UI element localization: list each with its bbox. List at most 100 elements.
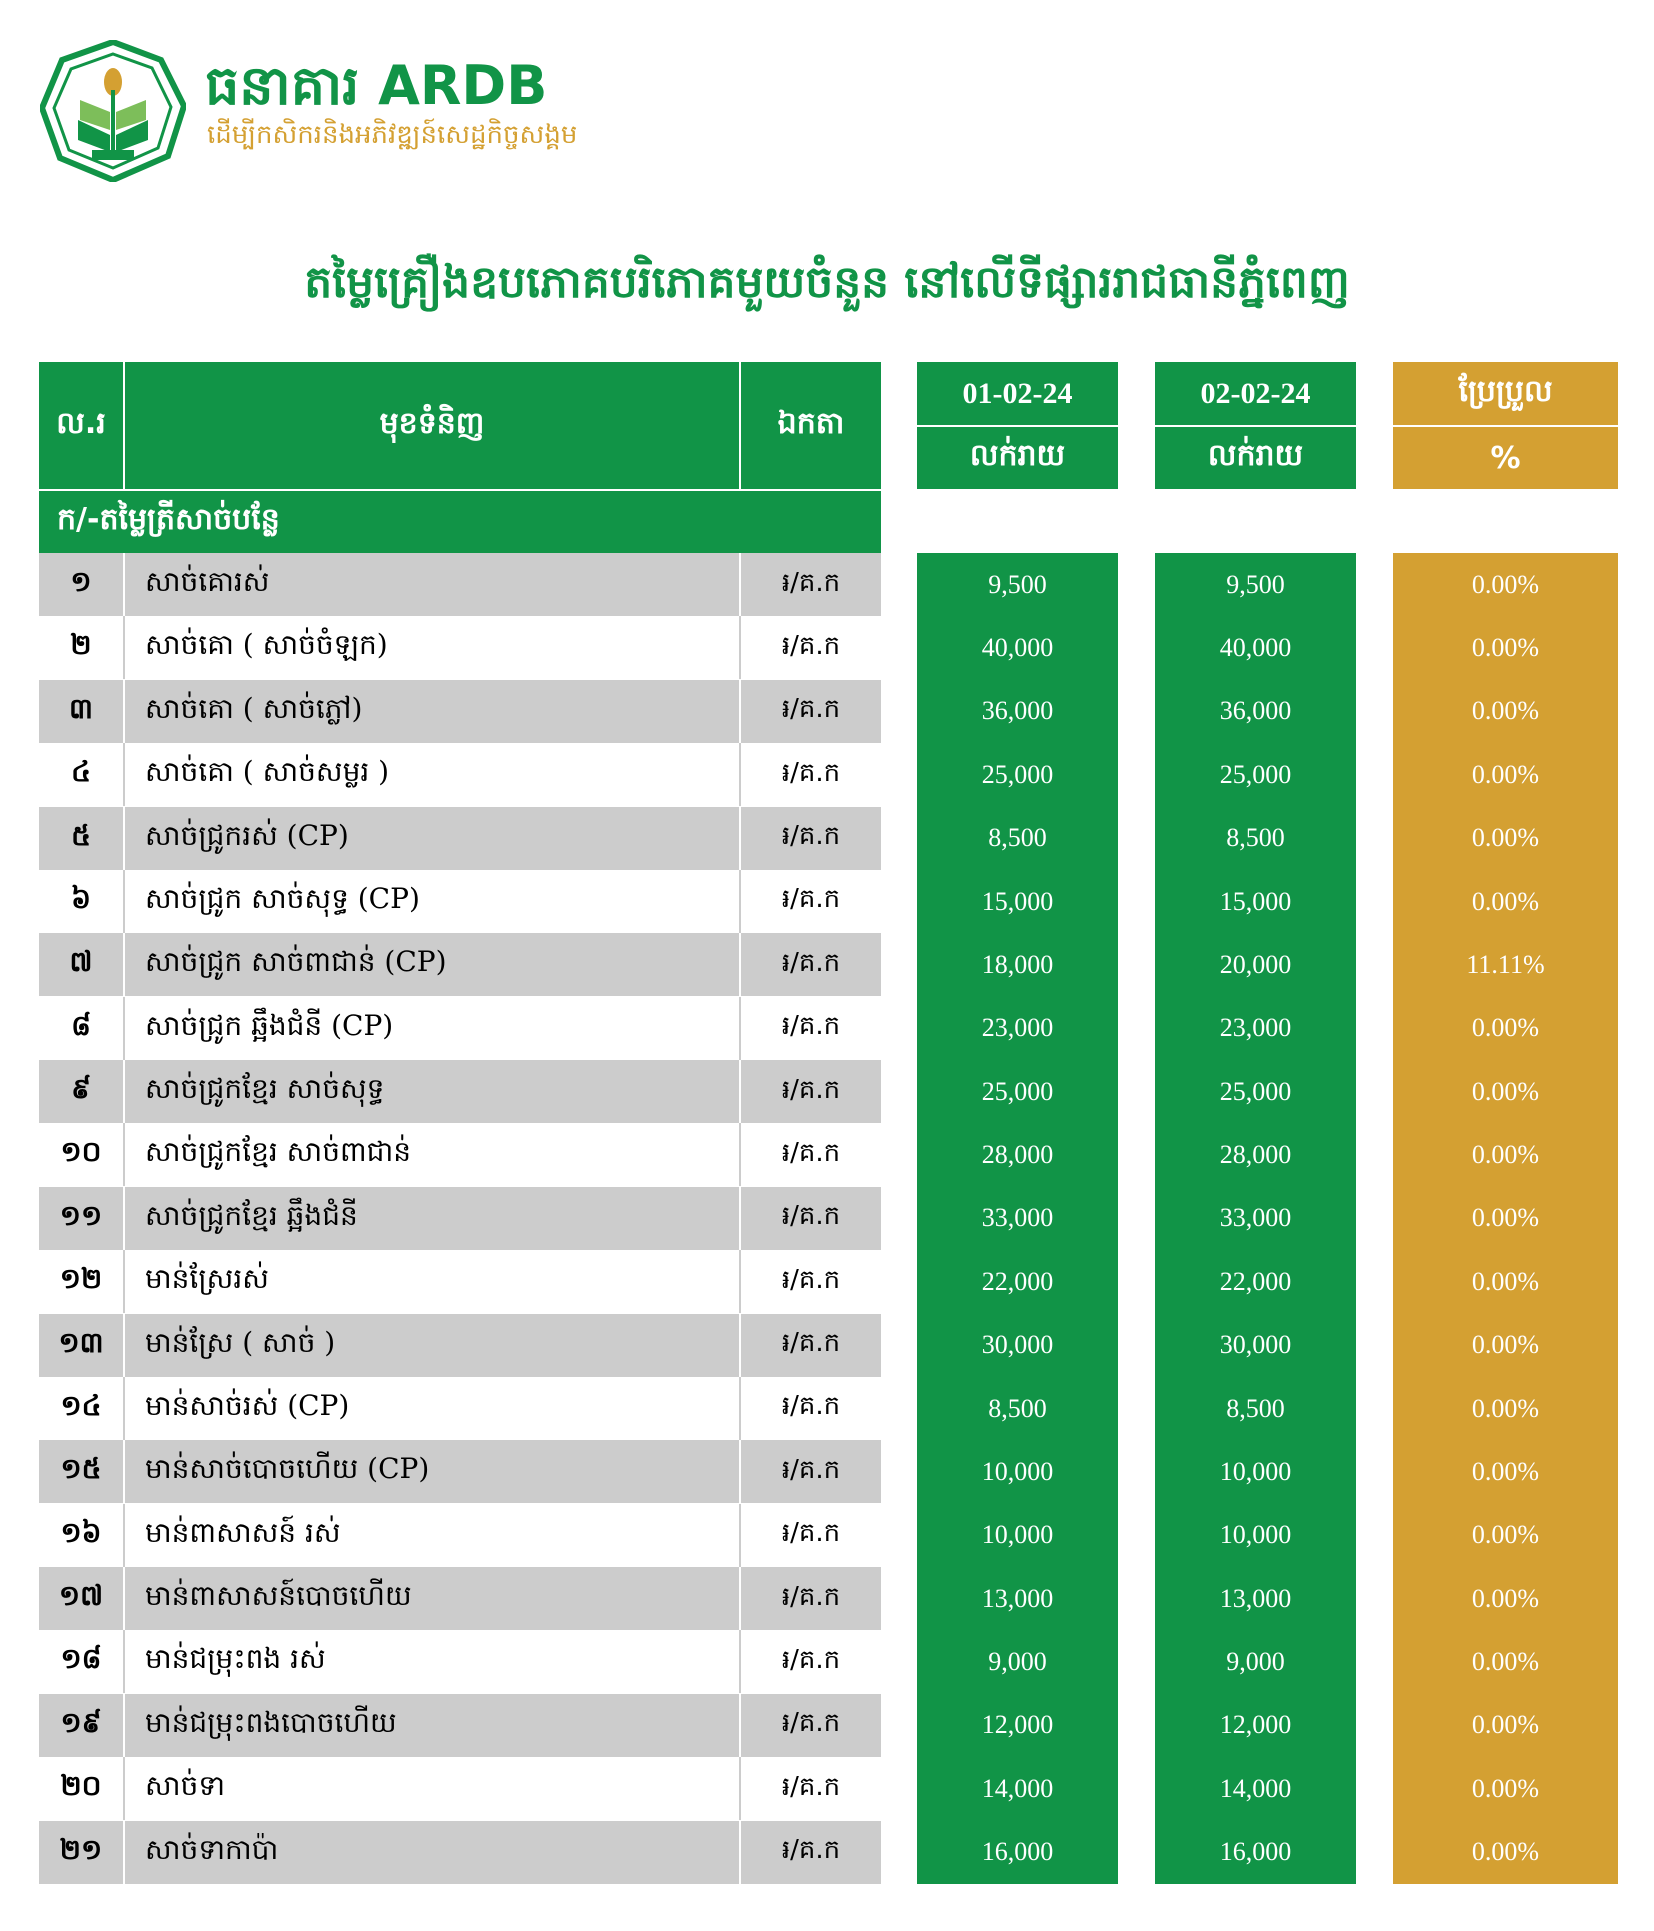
item-unit: ៛/គ.ក — [781, 1264, 841, 1295]
row-number: ៧ — [39, 933, 125, 997]
price-date1: 40,000 — [981, 633, 1054, 663]
price-date1: 15,000 — [981, 886, 1054, 916]
header-pct: % — [1393, 427, 1618, 489]
item-name: សាច់ទា — [125, 1757, 741, 1821]
item-name: សាច់គោ ( សាច់ភ្លៅ) — [125, 679, 741, 743]
price-date2: 28,000 — [1219, 1140, 1292, 1170]
table-row: ១២ មាន់ស្រែរស់ ៛/គ.ក — [39, 1250, 881, 1314]
item-name: មាន់ស្រែរស់ — [125, 1250, 741, 1314]
brand-slogan: ដើម្បីកសិករនិងអភិវឌ្ឍន៍សេដ្ឋកិច្ចសង្គម — [207, 120, 578, 150]
item-unit: ៛/គ.ក — [781, 1518, 841, 1549]
price-change: 0.00% — [1471, 1140, 1540, 1170]
item-name: សាច់ទាកាប៉ា — [125, 1820, 741, 1884]
price-date1: 16,000 — [981, 1837, 1054, 1867]
price-change: 11.11% — [1466, 949, 1545, 979]
price-date1: 10,000 — [981, 1520, 1054, 1550]
price-change: 0.00% — [1471, 1393, 1540, 1423]
table-row: ១៩ មាន់ជម្រុះពងបោចហើយ ៛/គ.ក — [39, 1693, 881, 1757]
item-unit: ៛/គ.ក — [781, 1137, 841, 1168]
price-date2: 23,000 — [1219, 1013, 1292, 1043]
price-date2: 13,000 — [1219, 1583, 1292, 1613]
table-row: ១៣ មាន់ស្រែ ( សាច់ ) ៛/គ.ក — [39, 1313, 881, 1377]
price-change: 0.00% — [1471, 633, 1540, 663]
table-row: ១៨ មាន់ជម្រុះពង រស់ ៛/គ.ក — [39, 1630, 881, 1694]
price-date1: 22,000 — [981, 1266, 1054, 1296]
row-number: ៣ — [39, 679, 125, 743]
price-column-date2: 9,500 40,000 36,000 25,000 8,500 15,000 20,000… — [1155, 553, 1356, 1884]
item-unit: ៛/គ.ក — [781, 567, 841, 598]
price-date1: 36,000 — [981, 696, 1054, 726]
price-date1: 13,000 — [981, 1583, 1054, 1613]
price-date2: 9,000 — [1226, 1647, 1285, 1677]
item-unit: ៛/គ.ក — [781, 757, 841, 788]
price-date2: 14,000 — [1219, 1773, 1292, 1803]
price-change: 0.00% — [1471, 1013, 1540, 1043]
section-heading: ក/-តម្លៃត្រីសាច់បន្លែ — [39, 491, 881, 553]
price-change: 0.00% — [1471, 1837, 1540, 1867]
price-date1: 10,000 — [981, 1456, 1054, 1486]
header-item: មុខទំនិញ — [125, 362, 741, 489]
table-row: ៦សាច់ជ្រូក សាច់សុទ្ធ (CP) ៛/គ.ក — [39, 869, 881, 933]
row-number: ១ — [39, 553, 125, 616]
item-name: សាច់ជ្រូករស់ (CP) — [125, 806, 741, 870]
price-date2: 8,500 — [1226, 1393, 1285, 1423]
item-name: សាច់គោ ( សាច់សម្លរ ) — [125, 743, 741, 807]
item-unit: ៛/គ.ក — [781, 1328, 841, 1359]
price-change: 0.00% — [1471, 569, 1540, 599]
price-date2: 36,000 — [1219, 696, 1292, 726]
price-date1: 30,000 — [981, 1330, 1054, 1360]
price-change: 0.00% — [1471, 1266, 1540, 1296]
price-change: 0.00% — [1471, 1456, 1540, 1486]
header-date2: 02-02-24 — [1155, 362, 1356, 425]
price-change: 0.00% — [1471, 1076, 1540, 1106]
item-name: សាច់ជ្រូក សាច់សុទ្ធ (CP) — [125, 869, 741, 933]
price-change: 0.00% — [1471, 759, 1540, 789]
item-unit: ៛/គ.ក — [781, 1581, 841, 1612]
item-unit: ៛/គ.ក — [781, 821, 841, 852]
table-row: ២សាច់គោ ( សាច់ចំឡក) ៛/គ.ក — [39, 616, 881, 680]
item-unit: ៛/គ.ក — [781, 1644, 841, 1675]
price-date2: 20,000 — [1219, 949, 1292, 979]
item-name: មាន់ពាសាសន៍បោចហើយ — [125, 1567, 741, 1631]
header-price1: លក់រាយ — [917, 427, 1118, 489]
price-date2: 40,000 — [1219, 633, 1292, 663]
item-unit: ៛/គ.ក — [781, 1074, 841, 1105]
row-number: ២១ — [39, 1820, 125, 1884]
brand-name: ធនាគារ ARDB — [205, 54, 548, 117]
item-name: សាច់ជ្រូក សាច់ពាជាន់ (CP) — [125, 933, 741, 997]
price-date1: 8,500 — [988, 1393, 1047, 1423]
price-date1: 33,000 — [981, 1203, 1054, 1233]
item-unit: ៛/គ.ក — [781, 1391, 841, 1422]
header-no: ល.រ — [39, 362, 125, 489]
price-change: 0.00% — [1471, 1647, 1540, 1677]
row-number: ១២ — [39, 1250, 125, 1314]
price-column-date1: 9,500 40,000 36,000 25,000 8,500 15,000 18,000… — [917, 553, 1118, 1884]
item-name: មាន់ពាសាសន៍ រស់ — [125, 1503, 741, 1567]
table-row: ៣សាច់គោ ( សាច់ភ្លៅ) ៛/គ.ក — [39, 679, 881, 743]
item-unit: ៛/គ.ក — [781, 1201, 841, 1232]
item-name: សាច់គោ ( សាច់ចំឡក) — [125, 616, 741, 680]
row-number: ១៥ — [39, 1440, 125, 1504]
item-unit: ៛/គ.ក — [781, 1835, 841, 1866]
table-row: ២១ សាច់ទាកាប៉ា ៛/គ.ក — [39, 1820, 881, 1884]
row-number: ២ — [39, 616, 125, 680]
item-unit: ៛/គ.ក — [781, 947, 841, 978]
row-number: ៨ — [39, 996, 125, 1060]
row-number: ១៨ — [39, 1630, 125, 1694]
item-name: សាច់ជ្រូក ឆ្អឹងជំនី (CP) — [125, 996, 741, 1060]
price-date2: 22,000 — [1219, 1266, 1292, 1296]
table-row: ១០ សាច់ជ្រូកខ្មែរ សាច់ពាជាន់ ៛/គ.ក — [39, 1123, 881, 1187]
price-change: 0.00% — [1471, 696, 1540, 726]
row-number: ១៧ — [39, 1567, 125, 1631]
item-name: មាន់ស្រែ ( សាច់ ) — [125, 1313, 741, 1377]
price-date1: 9,000 — [988, 1647, 1047, 1677]
price-change: 0.00% — [1471, 1773, 1540, 1803]
row-number: ១៤ — [39, 1376, 125, 1440]
price-date1: 12,000 — [981, 1710, 1054, 1740]
price-change: 0.00% — [1471, 1330, 1540, 1360]
change-column: 0.00% 0.00% 0.00% 0.00% 0.00% 0.00% 11.11% 0.00… — [1393, 553, 1618, 1884]
row-number: ៦ — [39, 869, 125, 933]
price-date1: 25,000 — [981, 759, 1054, 789]
price-date1: 9,500 — [988, 569, 1047, 599]
price-change: 0.00% — [1471, 1520, 1540, 1550]
